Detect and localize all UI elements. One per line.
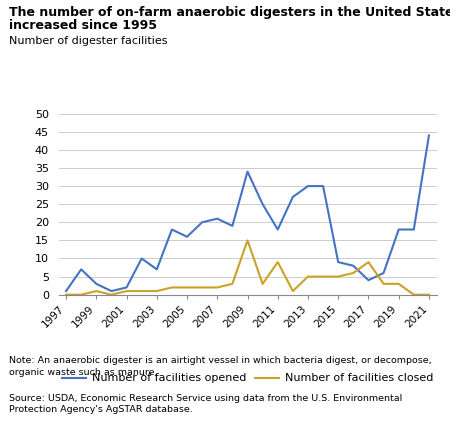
Number of facilities opened — [154, 267, 159, 272]
Number of facilities closed — [305, 274, 310, 279]
Line: Number of facilities closed: Number of facilities closed — [66, 240, 429, 295]
Text: Number of digester facilities: Number of digester facilities — [9, 36, 167, 46]
Number of facilities opened — [320, 184, 326, 189]
Line: Number of facilities opened: Number of facilities opened — [66, 136, 429, 291]
Text: The number of on-farm anaerobic digesters in the United States has: The number of on-farm anaerobic digester… — [9, 6, 450, 19]
Number of facilities opened — [275, 227, 280, 232]
Number of facilities opened — [336, 260, 341, 265]
Number of facilities opened — [199, 220, 205, 225]
Number of facilities opened — [351, 263, 356, 268]
Number of facilities closed — [154, 288, 159, 293]
Number of facilities opened — [381, 270, 386, 275]
Number of facilities closed — [336, 274, 341, 279]
Text: Note: An anaerobic digester is an airtight vessel in which bacteria digest, or d: Note: An anaerobic digester is an airtig… — [9, 356, 432, 376]
Number of facilities closed — [94, 288, 99, 293]
Number of facilities opened — [290, 195, 296, 200]
Number of facilities opened — [139, 256, 144, 261]
Text: Source: USDA, Economic Research Service using data from the U.S. Environmental
P: Source: USDA, Economic Research Service … — [9, 394, 402, 414]
Number of facilities closed — [366, 260, 371, 265]
Number of facilities closed — [426, 292, 432, 297]
Number of facilities closed — [169, 285, 175, 290]
Text: increased since 1995: increased since 1995 — [9, 19, 157, 32]
Number of facilities opened — [260, 202, 265, 207]
Number of facilities opened — [109, 288, 114, 293]
Number of facilities closed — [351, 270, 356, 275]
Number of facilities closed — [245, 238, 250, 243]
Number of facilities closed — [275, 260, 280, 265]
Number of facilities opened — [366, 278, 371, 283]
Number of facilities closed — [381, 281, 386, 286]
Number of facilities closed — [139, 288, 144, 293]
Number of facilities closed — [230, 281, 235, 286]
Legend: Number of facilities opened, Number of facilities closed: Number of facilities opened, Number of f… — [57, 369, 438, 388]
Number of facilities opened — [396, 227, 401, 232]
Number of facilities opened — [245, 169, 250, 174]
Number of facilities closed — [396, 281, 401, 286]
Number of facilities closed — [78, 292, 84, 297]
Number of facilities closed — [260, 281, 265, 286]
Number of facilities opened — [411, 227, 417, 232]
Number of facilities closed — [290, 288, 296, 293]
Number of facilities closed — [109, 292, 114, 297]
Number of facilities opened — [230, 224, 235, 229]
Number of facilities opened — [305, 184, 310, 189]
Number of facilities closed — [124, 288, 129, 293]
Number of facilities closed — [199, 285, 205, 290]
Number of facilities opened — [169, 227, 175, 232]
Number of facilities closed — [184, 285, 190, 290]
Number of facilities opened — [124, 285, 129, 290]
Number of facilities opened — [184, 234, 190, 239]
Number of facilities opened — [426, 133, 432, 138]
Number of facilities closed — [411, 292, 417, 297]
Number of facilities opened — [63, 288, 69, 293]
Number of facilities closed — [215, 285, 220, 290]
Number of facilities closed — [63, 292, 69, 297]
Number of facilities opened — [215, 216, 220, 221]
Number of facilities opened — [94, 281, 99, 286]
Number of facilities closed — [320, 274, 326, 279]
Number of facilities opened — [78, 267, 84, 272]
